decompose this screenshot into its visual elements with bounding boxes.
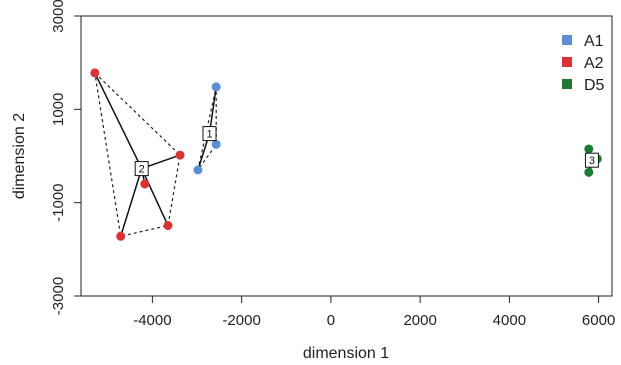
legend-label-A2: A2: [584, 55, 604, 72]
y-axis: -3000 -1000 1000 3000: [50, 0, 82, 315]
x-tick-label: 0: [327, 312, 335, 329]
y-tick-label: 1000: [50, 93, 67, 126]
point-A1: [193, 165, 203, 175]
x-axis: -4000 -2000 0 2000 4000 6000: [133, 295, 615, 329]
y-tick-label: 3000: [50, 0, 67, 33]
point-A2: [175, 150, 185, 160]
legend-label-D5: D5: [584, 77, 605, 94]
legend-swatch-A2: [562, 57, 572, 67]
x-tick-label: -2000: [222, 312, 260, 329]
point-A1: [211, 139, 221, 149]
x-tick-label: 2000: [403, 312, 436, 329]
legend: A1 A2 D5: [562, 33, 605, 94]
point-D5: [584, 144, 594, 154]
x-axis-title: dimension 1: [303, 345, 389, 362]
centroid-label-A1: 1: [206, 129, 212, 141]
spoke-A2: [119, 168, 143, 237]
point-A1: [211, 82, 221, 92]
y-axis-title: dimension 2: [11, 113, 28, 199]
x-tick-label: 6000: [582, 312, 615, 329]
data-points: [90, 68, 602, 241]
spoke-A1: [208, 86, 217, 134]
centroid-box-A1: [202, 126, 217, 142]
legend-swatch-D5: [562, 79, 572, 89]
x-tick-label: 4000: [493, 312, 526, 329]
centroid-labels: 1 2 3: [134, 126, 599, 177]
point-A2: [163, 221, 173, 231]
centroid-box-A2: [134, 161, 149, 177]
group-hulls: [93, 71, 599, 237]
legend-swatch-A1: [562, 35, 572, 45]
spoke-A2: [141, 168, 169, 226]
centroid-label-D5: 3: [589, 155, 595, 167]
hull-A2: [93, 71, 181, 237]
plot-frame: [80, 15, 613, 297]
point-A2: [116, 231, 126, 241]
point-D5: [584, 167, 594, 177]
y-tick-label: -3000: [50, 277, 67, 315]
x-tick-label: -4000: [133, 312, 171, 329]
centroid-label-A2: 2: [139, 164, 145, 176]
spoke-A2: [94, 72, 143, 169]
centroid-box-D5: [584, 152, 599, 168]
point-A2: [90, 68, 100, 78]
point-A2: [140, 179, 150, 189]
y-tick-label: -1000: [50, 183, 67, 221]
legend-label-A1: A1: [584, 33, 604, 50]
